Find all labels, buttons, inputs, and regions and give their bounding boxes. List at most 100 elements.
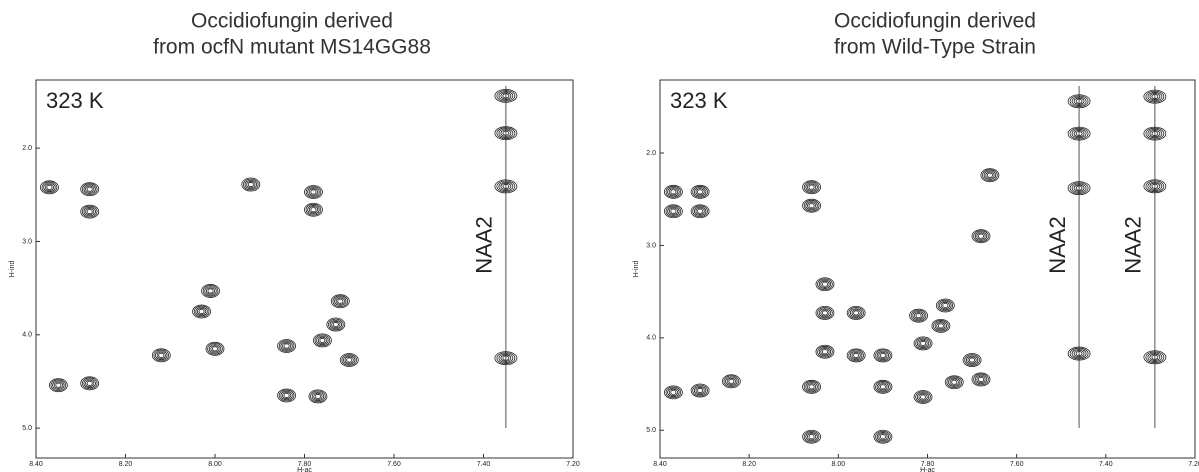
contour (315, 394, 320, 398)
contour (87, 210, 92, 214)
contour (849, 307, 864, 318)
y-axis-label: H-ind (9, 261, 16, 278)
contour (154, 350, 169, 361)
contour (333, 322, 338, 326)
chart-title: Occidiofungin derived (834, 10, 1036, 33)
y-tick-label: 2.0 (646, 150, 656, 157)
contour (822, 282, 827, 286)
contour (212, 347, 217, 351)
x-tick-label: 8.00 (208, 461, 222, 468)
peak (49, 379, 67, 392)
contour (51, 380, 66, 391)
peak (664, 205, 682, 218)
contour (671, 209, 676, 213)
contour (311, 208, 316, 212)
contour (987, 173, 992, 177)
contour (194, 306, 209, 317)
chart-title: from Wild-Type Strain (834, 36, 1036, 59)
contour (284, 344, 289, 348)
chart-title: Occidiofungin derived (191, 10, 393, 33)
peak (981, 169, 999, 182)
peaks (40, 178, 358, 403)
contour (284, 393, 289, 397)
peak (691, 205, 709, 218)
peak (81, 183, 99, 196)
x-tick-label: 7.40 (1099, 461, 1113, 468)
y-tick-label: 5.0 (22, 425, 32, 432)
contour (804, 200, 819, 211)
contour (818, 346, 833, 357)
peak (847, 306, 865, 319)
contour (666, 186, 681, 197)
peak (874, 349, 892, 362)
peak (304, 203, 322, 216)
peak (803, 181, 821, 194)
x-tick-label: 8.20 (119, 461, 133, 468)
peak (691, 384, 709, 397)
contour (82, 184, 97, 195)
contour (698, 388, 703, 392)
peak (202, 284, 220, 297)
contour (804, 381, 819, 392)
peak (972, 230, 990, 243)
contour (666, 387, 681, 398)
peak (152, 349, 170, 362)
contour (876, 431, 891, 442)
contour (809, 435, 814, 439)
contour (347, 358, 352, 362)
contour (809, 185, 814, 189)
x-axis-label: H-ac (920, 467, 935, 472)
y-tick-label: 3.0 (22, 238, 32, 245)
contour (876, 350, 891, 361)
contour (880, 385, 885, 389)
contour (809, 204, 814, 208)
y-tick-label: 4.0 (646, 335, 656, 342)
x-tick-label: 8.40 (653, 461, 667, 468)
peak (278, 340, 296, 353)
annotation: 323 K (670, 88, 728, 113)
peak (874, 430, 892, 443)
contour (854, 353, 859, 357)
peak (816, 278, 834, 291)
contour (947, 377, 962, 388)
contour (729, 379, 734, 383)
peak (691, 185, 709, 198)
x-tick-label: 7.60 (387, 461, 401, 468)
peak (81, 377, 99, 390)
contour (208, 289, 213, 293)
contour (87, 381, 92, 385)
peak (664, 386, 682, 399)
contour (306, 204, 321, 215)
y-axis-label: H-ind (633, 261, 640, 278)
peak (331, 295, 349, 308)
peak (816, 345, 834, 358)
contour (315, 335, 330, 346)
x-tick-label: 7.60 (1010, 461, 1024, 468)
contour (243, 179, 258, 190)
peak (914, 391, 932, 404)
peak (874, 380, 892, 393)
peak (963, 354, 981, 367)
contour (47, 185, 52, 189)
peak (313, 334, 331, 347)
contour (938, 324, 943, 328)
y-tick-label: 2.0 (22, 145, 32, 152)
contour (208, 343, 223, 354)
contour (82, 378, 97, 389)
peak (304, 186, 322, 199)
contour (328, 319, 343, 330)
contour (818, 279, 833, 290)
peak (945, 376, 963, 389)
contour (698, 209, 703, 213)
x-tick-label: 8.00 (832, 461, 846, 468)
contour (952, 380, 957, 384)
contour (671, 390, 676, 394)
contour (693, 186, 708, 197)
contour (42, 182, 57, 193)
contour (248, 182, 253, 186)
contour (880, 353, 885, 357)
contour (671, 190, 676, 194)
peak (40, 181, 58, 194)
x-tick-label: 7.40 (477, 461, 491, 468)
contour (333, 296, 348, 307)
